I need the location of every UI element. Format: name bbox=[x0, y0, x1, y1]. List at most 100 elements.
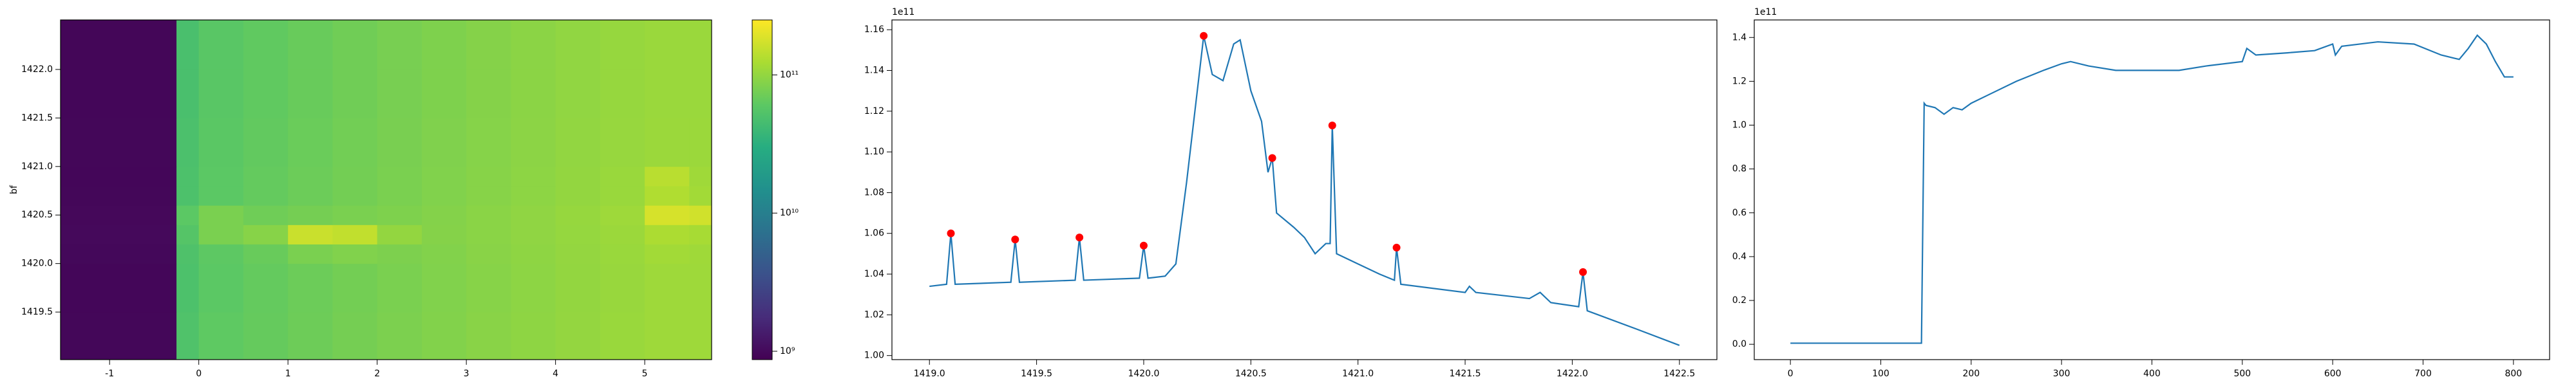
x-tick-label: 0 bbox=[1788, 369, 1794, 379]
heatmap-cell bbox=[243, 118, 289, 167]
heatmap-cell bbox=[288, 185, 333, 206]
heatmap-cell bbox=[198, 244, 244, 264]
offset-text: 1e11 bbox=[1754, 7, 1777, 17]
heatmap-cell bbox=[288, 69, 333, 118]
x-tick-label: 0 bbox=[196, 369, 202, 379]
y-tick-label: 1.16 bbox=[864, 24, 884, 35]
heatmap-cell bbox=[600, 263, 645, 313]
x-tick-label: -1 bbox=[105, 369, 114, 379]
heatmap-cell bbox=[511, 166, 556, 187]
heatmap-cell bbox=[61, 225, 177, 244]
heatmap-cell bbox=[421, 312, 467, 360]
heatmap-cell bbox=[600, 244, 645, 264]
heatmap-cell bbox=[511, 205, 556, 225]
y-tick-label: 0.4 bbox=[1732, 252, 1747, 262]
heatmap-cell bbox=[61, 20, 177, 70]
heatmap-cell bbox=[288, 166, 333, 187]
heatmap-cell bbox=[466, 20, 511, 70]
x-tick-label: 1421.0 bbox=[1342, 369, 1374, 379]
heatmap-cell bbox=[421, 244, 467, 264]
heatmap-cell bbox=[421, 205, 467, 225]
heatmap-cell bbox=[466, 166, 511, 187]
heatmap-cell bbox=[243, 263, 289, 313]
heatmap-cell bbox=[377, 166, 422, 187]
y-axis-label: bf bbox=[9, 185, 19, 194]
axes-frame bbox=[891, 19, 1718, 360]
heatmap-cell bbox=[288, 118, 333, 167]
heatmap-cell bbox=[555, 244, 601, 264]
heatmap-cell bbox=[600, 185, 645, 206]
x-tick-label: 600 bbox=[2324, 369, 2342, 379]
y-tick-label: 1419.5 bbox=[21, 307, 53, 317]
heatmap-cell bbox=[377, 244, 422, 264]
heatmap-cell bbox=[377, 263, 422, 313]
heatmap-cell bbox=[243, 166, 289, 187]
heatmap-cell bbox=[377, 69, 422, 118]
heatmap-cell bbox=[61, 185, 177, 206]
peak-marker bbox=[1075, 234, 1084, 242]
x-tick-label: 3 bbox=[464, 369, 469, 379]
heatmap-cell bbox=[61, 263, 177, 313]
peak-marker bbox=[1328, 121, 1336, 129]
colorbar-tick-label: 10¹⁰ bbox=[780, 208, 799, 218]
heatmap-cell bbox=[332, 263, 378, 313]
y-tick-label: 0.8 bbox=[1732, 164, 1747, 174]
heatmap-cell bbox=[600, 312, 645, 360]
heatmap-cell bbox=[332, 244, 378, 264]
heatmap-cell bbox=[243, 225, 289, 244]
axes-frame bbox=[60, 19, 712, 360]
heatmap-cell bbox=[555, 166, 601, 187]
heatmap-cell bbox=[176, 244, 200, 264]
heatmap-cell bbox=[600, 225, 645, 244]
heatmap-cell bbox=[61, 166, 177, 187]
heatmap-cell bbox=[511, 185, 556, 206]
heatmap-cell bbox=[377, 205, 422, 225]
heatmap-cell bbox=[198, 263, 244, 313]
heatmap-cell bbox=[645, 20, 690, 70]
heatmap-cell bbox=[511, 225, 556, 244]
heatmap-cell bbox=[466, 244, 511, 264]
offset-text: 1e11 bbox=[892, 7, 914, 17]
heatmap-cell bbox=[511, 69, 556, 118]
heatmap-cell bbox=[600, 20, 645, 70]
heatmap-cell bbox=[176, 118, 200, 167]
heatmap-cell bbox=[332, 20, 378, 70]
heatmap-cell bbox=[421, 263, 467, 313]
heatmap-cell bbox=[466, 263, 511, 313]
y-tick-label: 1.2 bbox=[1732, 76, 1747, 86]
heatmap-cell bbox=[288, 244, 333, 264]
heatmap-cell bbox=[332, 205, 378, 225]
heatmap-cell bbox=[555, 69, 601, 118]
y-tick-label: 1420.0 bbox=[21, 259, 53, 269]
y-tick-label: 0.6 bbox=[1732, 208, 1747, 218]
heatmap-cell bbox=[421, 20, 467, 70]
heatmap-cell bbox=[332, 312, 378, 360]
y-tick-label: 1421.0 bbox=[21, 161, 53, 172]
heatmap-cell bbox=[555, 205, 601, 225]
heatmap-cell bbox=[176, 263, 200, 313]
heatmap-cell bbox=[198, 69, 244, 118]
heatmap-cell bbox=[198, 166, 244, 187]
heatmap-cell bbox=[288, 225, 333, 244]
heatmap-cell bbox=[421, 225, 467, 244]
heatmap-cell bbox=[176, 185, 200, 206]
peak-marker bbox=[1011, 235, 1019, 244]
heatmap-cell bbox=[466, 225, 511, 244]
data-line bbox=[929, 35, 1680, 346]
heatmap-cell bbox=[377, 118, 422, 167]
heatmap-cell bbox=[332, 69, 378, 118]
x-tick-label: 1422.0 bbox=[1557, 369, 1588, 379]
heatmap-cell bbox=[198, 225, 244, 244]
heatmap-cell bbox=[288, 20, 333, 70]
peak-marker bbox=[947, 229, 955, 237]
heatmap-cell bbox=[689, 20, 712, 70]
heatmap-cell bbox=[555, 185, 601, 206]
heatmap-cell bbox=[600, 205, 645, 225]
heatmap-cell bbox=[555, 225, 601, 244]
heatmap-cell bbox=[198, 205, 244, 225]
heatmap-cell bbox=[689, 263, 712, 313]
x-tick-label: 500 bbox=[2233, 369, 2251, 379]
heatmap-cell bbox=[243, 312, 289, 360]
heatmap-cell bbox=[61, 312, 177, 360]
